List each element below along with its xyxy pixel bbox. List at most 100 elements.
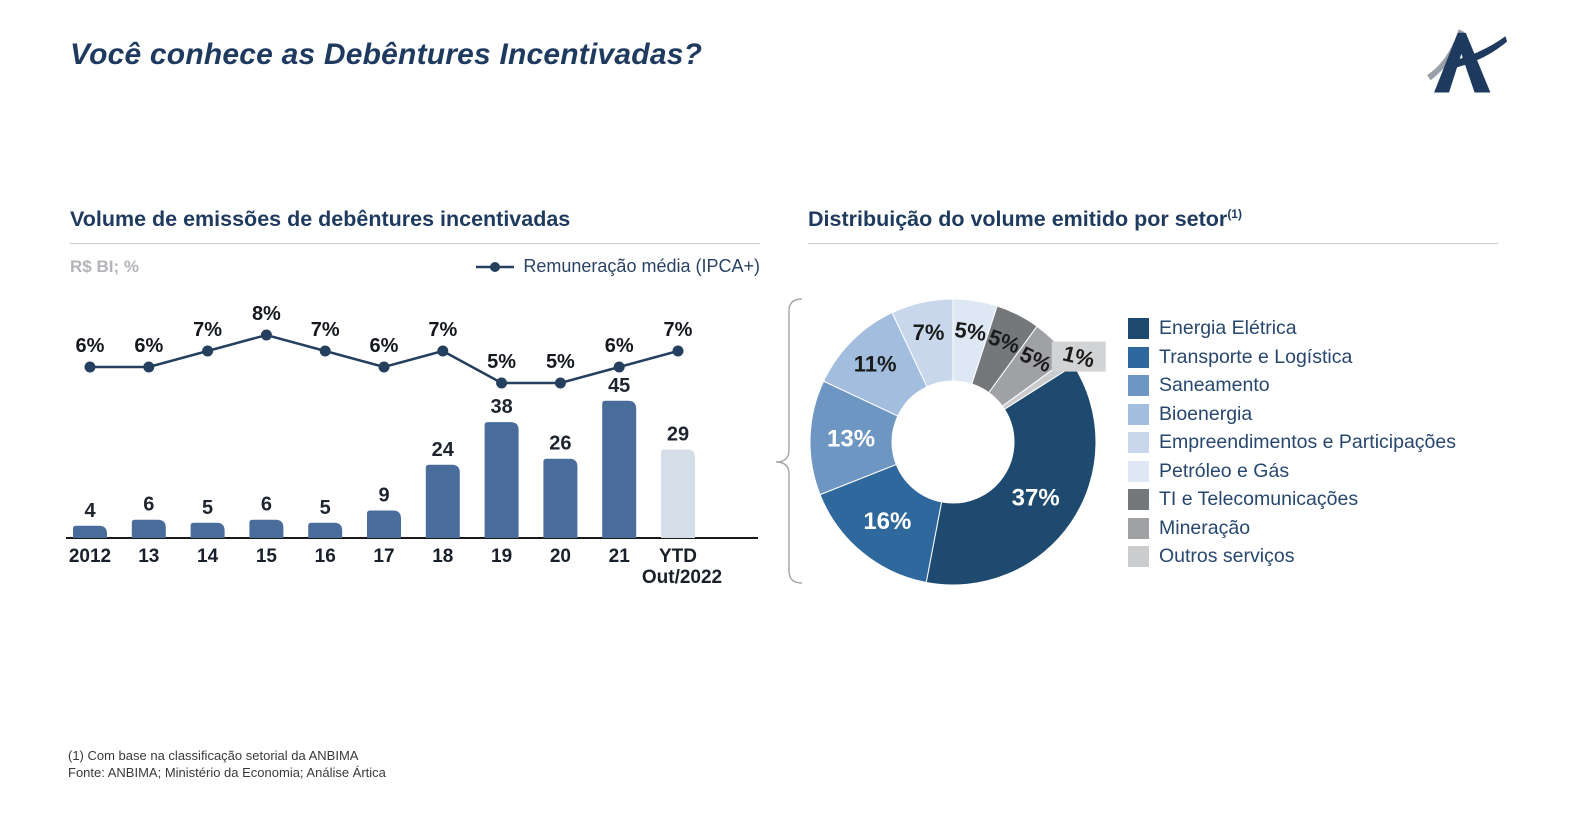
left-brace-icon xyxy=(775,298,803,584)
category-sublabel: Out/2022 xyxy=(642,567,722,588)
legend-swatch-icon xyxy=(1128,460,1149,482)
line-legend-marker-icon xyxy=(476,261,515,272)
units-label: R$ BI; % xyxy=(70,256,139,276)
legend-swatch-icon xyxy=(1128,517,1149,539)
bar-value-label: 5 xyxy=(202,497,213,519)
bar-value-label: 6 xyxy=(261,494,272,516)
legend-item-energia-eletrica: Energia Elétrica xyxy=(1128,317,1456,340)
pie-value-label: 5% xyxy=(953,317,988,346)
legend-swatch-icon xyxy=(1128,375,1149,396)
bar-value-label: 45 xyxy=(608,375,630,397)
legend-swatch-icon xyxy=(1128,432,1149,453)
legend-label: Saneamento xyxy=(1159,374,1270,396)
footnote-2: Fonte: ANBIMA; Ministério da Economia; A… xyxy=(68,765,386,780)
legend-item-petroleo-e-gas: Petróleo e Gás xyxy=(1128,460,1456,483)
sector-legend: Energia Elétrica Transporte e Logística Sa… xyxy=(1128,317,1456,574)
legend-item-mineracao: Mineração xyxy=(1128,517,1456,540)
line-point xyxy=(672,345,684,357)
legend-item-saneamento: Saneamento xyxy=(1128,374,1456,397)
legend-item-ti-e-telecomunicacoes: TI e Telecomunicações xyxy=(1128,488,1456,511)
line-value-label: 6% xyxy=(605,335,634,357)
category-label: 14 xyxy=(197,546,219,567)
right-chart-title-text: Distribuição do volume emitido por setor xyxy=(808,207,1228,232)
legend-label: Transporte e Logística xyxy=(1159,345,1353,368)
category-label: 20 xyxy=(550,546,571,567)
pie-value-label: 13% xyxy=(827,425,875,452)
pie-value-label: 11% xyxy=(854,352,897,377)
callout-band xyxy=(1051,341,1106,372)
pie-slice-empreendimentos-e-participacoes xyxy=(891,298,954,388)
category-label: 17 xyxy=(373,546,394,567)
legend-label: Mineração xyxy=(1159,516,1251,539)
right-chart-title-superscript: (1) xyxy=(1227,207,1242,221)
line-value-label: 8% xyxy=(252,303,281,325)
bar-value-label: 24 xyxy=(432,439,455,461)
category-label: 19 xyxy=(491,546,512,567)
bar-17 xyxy=(367,510,401,538)
footnotes: (1) Com base na classificação setorial d… xyxy=(68,747,386,781)
pie-value-label: 16% xyxy=(863,508,911,535)
left-chart-subheader: R$ BI; % Remuneração média (IPCA+) xyxy=(70,256,760,277)
line-point xyxy=(613,361,625,373)
line-value-label: 6% xyxy=(134,335,163,357)
line-point xyxy=(437,345,449,357)
legend-item-outros-servicos: Outros serviços xyxy=(1128,545,1456,568)
line-value-label: 6% xyxy=(370,335,399,357)
legend-swatch-icon xyxy=(1128,318,1149,339)
donut-chart: 5%5%5% 1%37%16%13%11%7% xyxy=(775,298,1106,586)
line-point xyxy=(378,361,390,373)
bar-18 xyxy=(425,464,460,538)
legend-swatch-icon xyxy=(1128,489,1149,510)
bar-value-label: 6 xyxy=(143,494,154,516)
bar-2012 xyxy=(73,525,107,538)
line-point xyxy=(143,361,155,373)
bar-19 xyxy=(484,422,519,538)
bar-15 xyxy=(249,519,284,538)
bar-line-chart: 4 2012 6 13 5 14 6 15 5 16 9 17 24 18 38 19 26 20 45 21 29 YT… xyxy=(66,303,758,588)
line-value-label: 7% xyxy=(428,319,457,341)
pie-slice-energia-eletrica xyxy=(925,364,1097,586)
category-label: 2012 xyxy=(69,546,111,567)
legend-swatch-icon xyxy=(1128,346,1149,368)
line-value-label: 7% xyxy=(664,319,693,341)
bar-value-label: 26 xyxy=(549,433,571,455)
bar-21 xyxy=(602,400,637,538)
legend-swatch-icon xyxy=(1128,546,1149,567)
legend-label: Energia Elétrica xyxy=(1159,317,1297,339)
line-value-label: 5% xyxy=(487,351,516,373)
legend-label: Bioenergia xyxy=(1159,402,1253,425)
bar-ytd xyxy=(661,449,695,538)
category-label: YTD xyxy=(659,546,697,567)
line-value-label: 7% xyxy=(193,319,222,341)
pie-value-label: 37% xyxy=(1012,485,1060,512)
bar-13 xyxy=(131,519,166,538)
legend-item-empreendimentos-e-participacoes: Empreendimentos e Participações xyxy=(1128,431,1456,454)
line-value-label: 6% xyxy=(76,335,105,357)
legend-label: TI e Telecomunicações xyxy=(1159,488,1359,510)
bar-value-label: 4 xyxy=(84,500,96,522)
left-chart-title: Volume de emissões de debêntures incenti… xyxy=(70,207,760,244)
category-label: 18 xyxy=(432,546,453,567)
bar-value-label: 9 xyxy=(378,485,389,507)
category-label: 21 xyxy=(609,546,631,567)
line-legend-label: Remuneração média (IPCA+) xyxy=(523,256,760,276)
line-point xyxy=(554,377,566,389)
line-value-label: 5% xyxy=(546,351,575,373)
legend-swatch-icon xyxy=(1128,403,1149,425)
artica-logo-icon xyxy=(1427,29,1508,93)
pie-value-label: 7% xyxy=(913,320,945,345)
pie-slice-transporte-e-logistica xyxy=(819,463,943,584)
line-point xyxy=(319,345,331,357)
line-point xyxy=(84,361,96,373)
bar-value-label: 38 xyxy=(490,396,512,418)
line-value-label: 7% xyxy=(311,319,340,341)
legend-label: Empreendimentos e Participações xyxy=(1159,431,1456,453)
line-point xyxy=(202,345,214,357)
line-point xyxy=(496,377,508,389)
page-title: Você conhece as Debêntures Incentivadas? xyxy=(70,38,703,71)
bar-20 xyxy=(543,458,578,538)
line-legend: Remuneração média (IPCA+) xyxy=(476,256,760,277)
legend-label: Outros serviços xyxy=(1159,545,1295,567)
bar-value-label: 5 xyxy=(320,497,331,519)
